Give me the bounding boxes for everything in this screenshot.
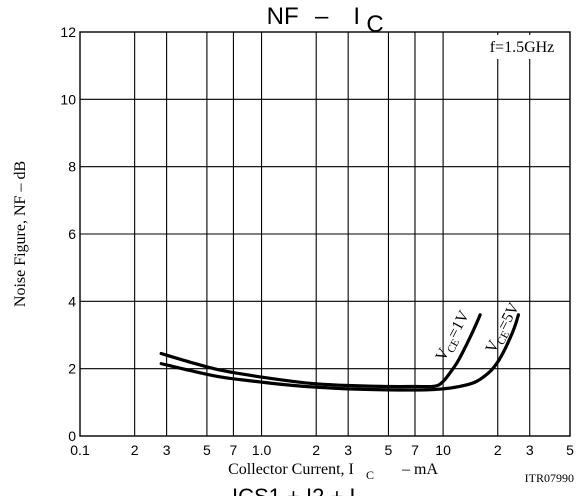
series-line-vce-1v — [159, 313, 482, 389]
series-group — [159, 313, 521, 392]
condition-label: f=1.5GHz — [490, 39, 555, 56]
chart-title-sub: C — [366, 11, 383, 38]
x-tick-label-3: 5 — [203, 442, 211, 458]
plot-frame — [79, 31, 571, 437]
x-axis-label: Collector Current, I C – mA — [228, 461, 438, 483]
x-tick-label-5: 1.0 — [252, 442, 272, 458]
y-tick-label-0: 0 — [68, 428, 76, 444]
chart-title-i: I — [353, 3, 360, 30]
condition-box: f=1.5GHz — [476, 35, 568, 59]
y-axis-label: Noise Figure, NF – dB — [12, 161, 29, 307]
x-axis-label-unit: – mA — [401, 461, 438, 478]
x-tick-label-13: 5 — [566, 442, 574, 458]
x-tick-label-4: 7 — [230, 442, 238, 458]
series-line-vce-5v — [159, 313, 521, 392]
x-tick-label-9: 7 — [411, 442, 419, 458]
x-tick-label-0: 0.1 — [70, 442, 90, 458]
clipped-footer-text: ICS1 + I2 + I — [232, 484, 356, 496]
x-tick-label-8: 5 — [385, 442, 393, 458]
chart-title: NF – I C — [267, 3, 384, 38]
x-tick-label-2: 3 — [163, 442, 171, 458]
series-label-vce-5v-sub: CE — [495, 329, 512, 347]
x-tick-label-10: 10 — [435, 442, 451, 458]
x-tick-labels: 0.1 2 3 5 7 1.0 2 3 5 7 10 2 3 5 — [70, 442, 574, 458]
y-tick-labels: 0 2 4 6 8 10 12 — [60, 24, 76, 444]
plot-grid — [80, 32, 570, 436]
figure-code: ITR07990 — [525, 471, 574, 485]
chart-title-dash: – — [315, 3, 329, 30]
y-tick-label-1: 2 — [68, 361, 76, 377]
y-tick-label-6: 12 — [60, 24, 76, 40]
x-axis-label-sub: C — [366, 468, 374, 482]
x-tick-label-7: 3 — [344, 442, 352, 458]
series-label-vce-1v-sub: CE — [445, 337, 462, 355]
y-tick-label-4: 8 — [68, 159, 76, 175]
x-tick-label-12: 3 — [526, 442, 534, 458]
x-axis-label-main: Collector Current, I — [228, 461, 354, 478]
x-tick-label-11: 2 — [494, 442, 502, 458]
y-tick-label-2: 4 — [68, 293, 76, 309]
chart-title-main: NF — [267, 3, 299, 30]
x-tick-label-1: 2 — [131, 442, 139, 458]
y-tick-label-3: 6 — [68, 226, 76, 242]
x-tick-label-6: 2 — [312, 442, 320, 458]
y-tick-label-5: 10 — [60, 91, 76, 107]
